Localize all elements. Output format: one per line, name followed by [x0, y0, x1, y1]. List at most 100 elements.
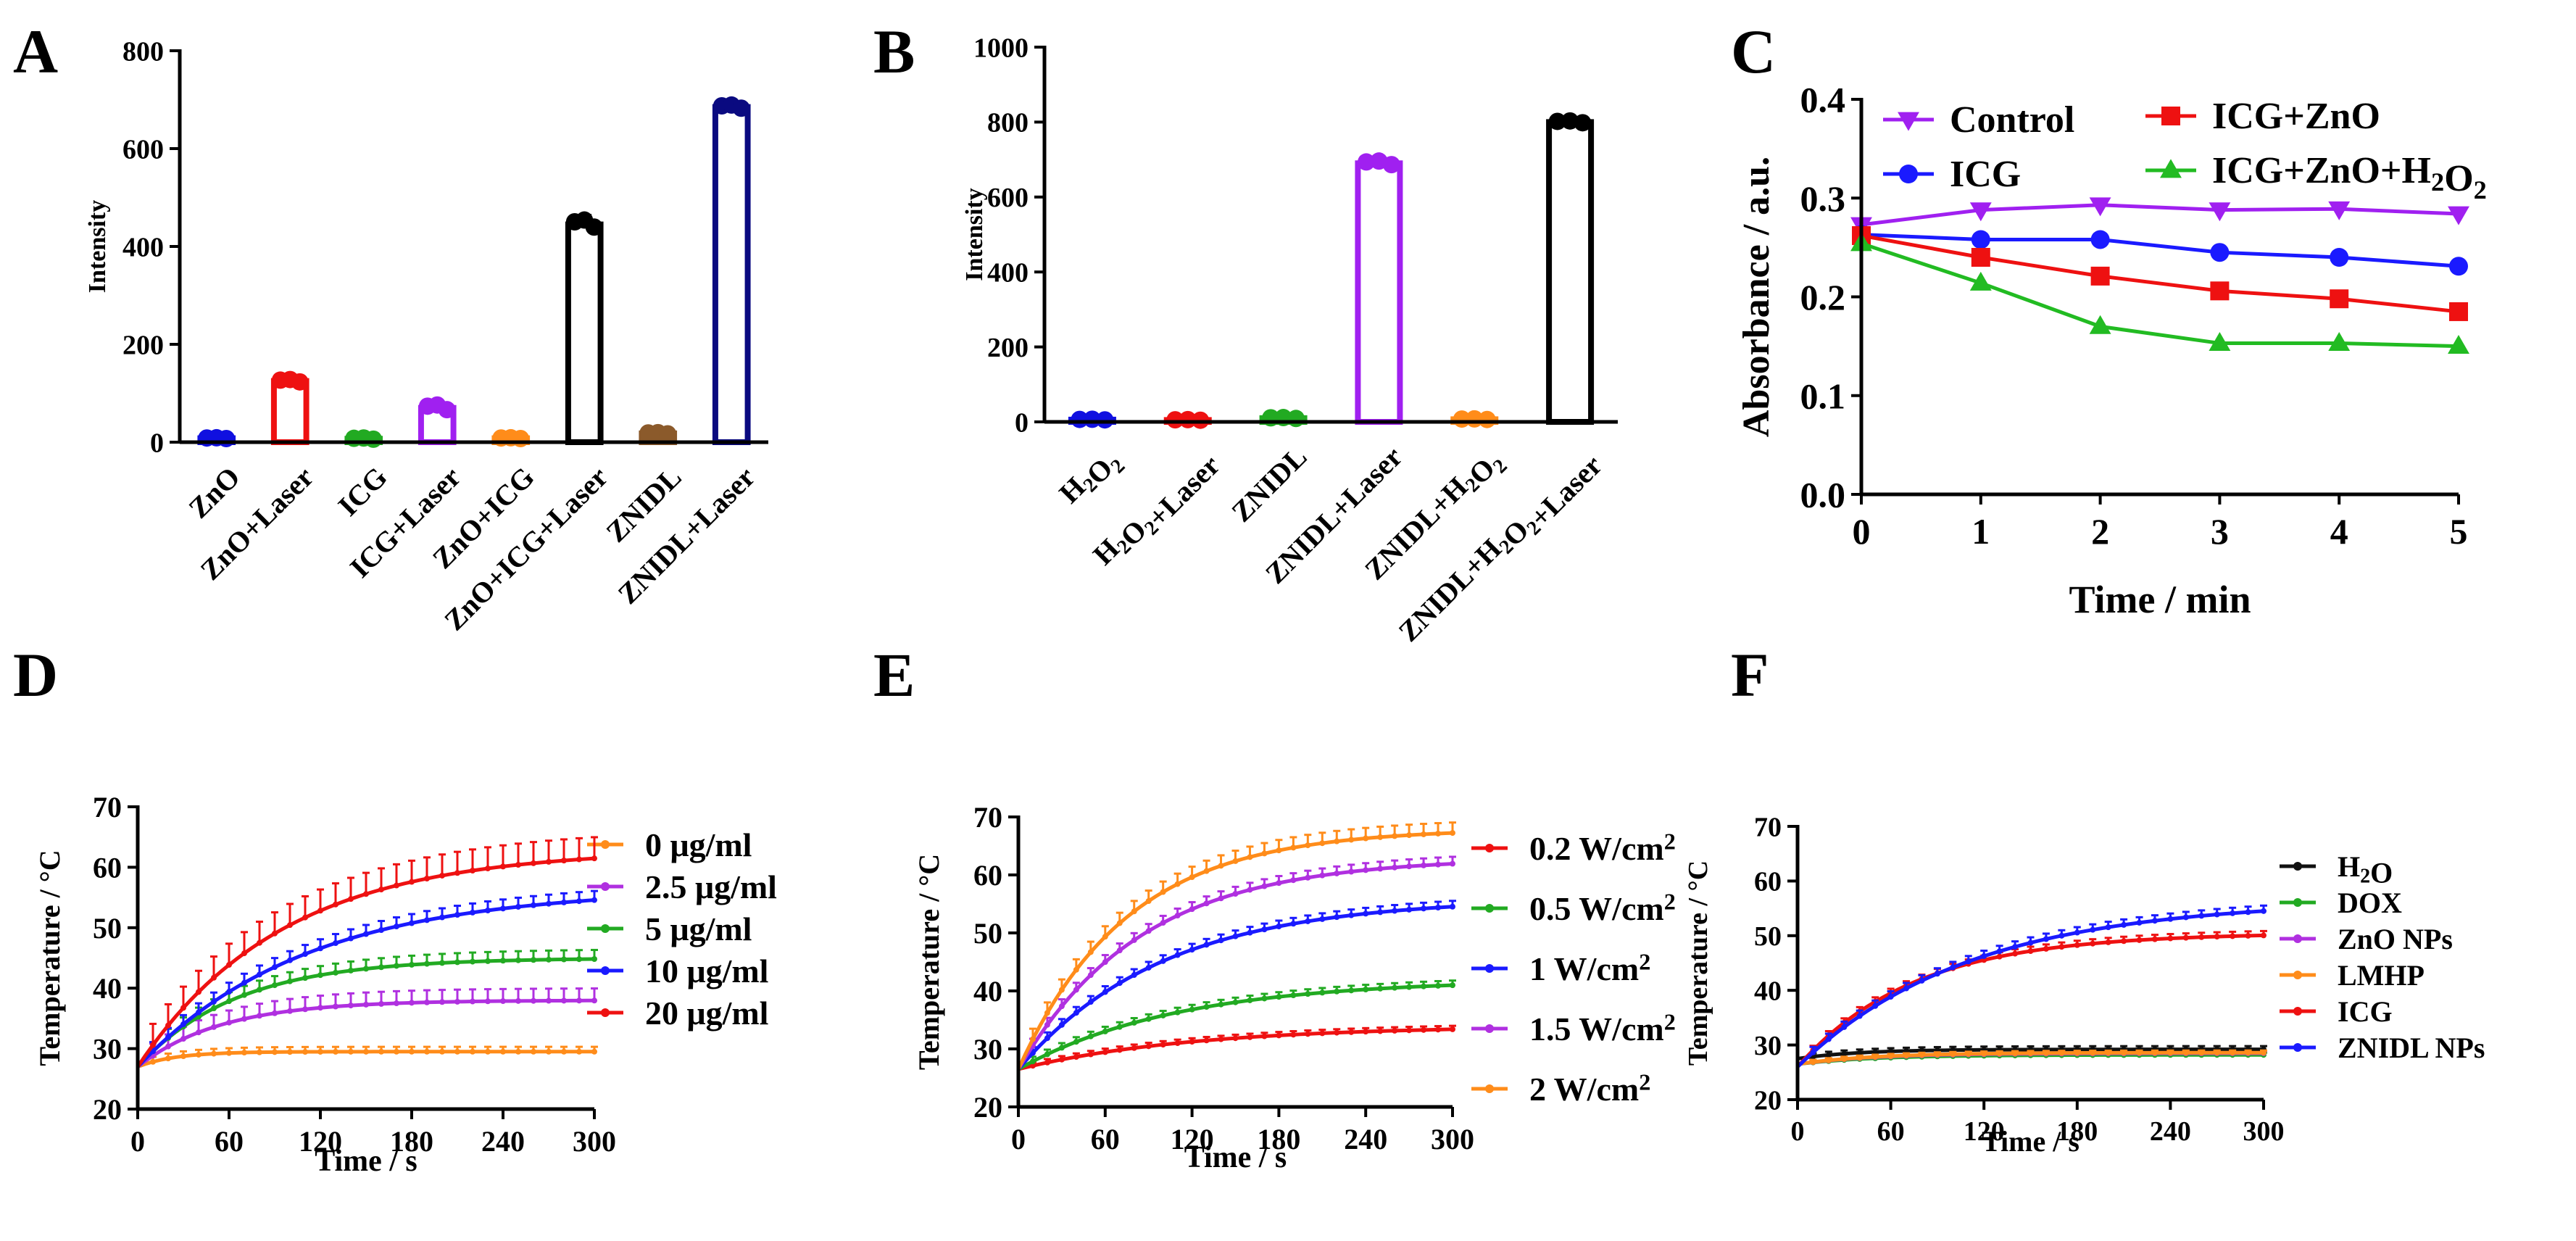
e-point-1-5-w-cm2: [1044, 1021, 1050, 1028]
e-point-0-2-w-cm2: [1421, 1026, 1427, 1033]
d-point-5-g-ml: [591, 955, 597, 962]
e-point-2-w-cm2: [1044, 1010, 1050, 1016]
f-point-znidl-nps: [1887, 994, 1894, 1000]
d-point-0-g-ml: [531, 1048, 536, 1055]
f-point-lmhp: [2058, 1050, 2065, 1056]
c-point-icg: [2330, 248, 2349, 267]
e-point-0-5-w-cm2: [1276, 994, 1282, 1000]
f-point-lmhp: [1825, 1057, 1832, 1063]
f-ytick-label: 50: [1754, 921, 1782, 952]
d-point-20-g-ml: [348, 896, 354, 902]
b-bar-znidl-laser: [1355, 160, 1403, 426]
f-point-znidl-nps: [1919, 977, 1925, 984]
e-point-2-w-cm2: [1087, 949, 1094, 955]
d-point-5-g-ml: [424, 960, 430, 967]
b-y-title: Intensity: [961, 188, 988, 281]
e-point-2-w-cm2: [1116, 920, 1123, 926]
e-point-2-w-cm2: [1290, 844, 1297, 851]
d-point-2-5-g-ml: [241, 1016, 247, 1022]
a-point-znidl-laser: [732, 99, 750, 117]
e-point-0-2-w-cm2: [1203, 1037, 1210, 1044]
e-point-0-2-w-cm2: [1334, 1029, 1340, 1036]
d-point-0-g-ml: [165, 1055, 171, 1062]
e-ytick-label: 60: [973, 859, 1002, 892]
e-point-1-w-cm2: [1348, 912, 1355, 918]
e-point-2-w-cm2: [1319, 840, 1326, 847]
f-point-lmhp: [1965, 1050, 1972, 1057]
f-point-icg: [2167, 935, 2174, 942]
f-point-lmhp: [1841, 1055, 1848, 1062]
d-point-20-g-ml: [241, 950, 247, 957]
f-point-icg: [1996, 953, 2003, 960]
e-point-0-2-w-cm2: [1261, 1033, 1268, 1039]
e-xtick-label: 240: [1344, 1123, 1387, 1155]
f-point-icg: [2261, 932, 2267, 939]
f-point-icg: [2136, 937, 2143, 943]
c-x-title: Time / min: [2069, 578, 2251, 621]
f-point-lmhp: [1996, 1050, 2003, 1057]
e-point-1-w-cm2: [1102, 989, 1108, 995]
e-point-1-w-cm2: [1406, 906, 1413, 913]
d-point-10-g-ml: [211, 998, 217, 1005]
f-point-lmhp: [2261, 1050, 2267, 1056]
d-point-10-g-ml: [485, 907, 491, 913]
d-point-5-g-ml: [485, 958, 491, 964]
d-point-10-g-ml: [196, 1009, 201, 1016]
d-point-0-g-ml: [515, 1048, 521, 1055]
e-point-2-w-cm2: [1363, 835, 1369, 842]
d-point-0-g-ml: [287, 1049, 293, 1055]
e-point-1-w-cm2: [1044, 1035, 1050, 1042]
e-point-0-5-w-cm2: [1102, 1028, 1108, 1034]
f-point-lmhp: [2074, 1050, 2080, 1056]
f-point-lmhp: [2136, 1050, 2143, 1056]
b-point-znidl-h2o2-laser: [1548, 112, 1566, 130]
d-point-20-g-ml: [485, 866, 491, 872]
e-point-0-2-w-cm2: [1131, 1045, 1137, 1051]
e-point-0-5-w-cm2: [1189, 1006, 1195, 1013]
c-point-icg-zno-h2o2: [2089, 315, 2111, 334]
c-ytick-label: 0.0: [1800, 475, 1846, 515]
f-legend-marker-lmhp: [2293, 971, 2302, 979]
f-legend-marker-dox: [2293, 898, 2302, 907]
e-point-1-5-w-cm2: [1276, 880, 1282, 887]
d-point-0-g-ml: [302, 1049, 308, 1055]
f-point-znidl-nps: [1965, 958, 1972, 965]
d-legend-marker-0-g-ml: [601, 840, 610, 849]
d-point-0-g-ml: [180, 1053, 186, 1060]
e-point-0-5-w-cm2: [1145, 1016, 1152, 1022]
c-point-icg-zno-h2o2: [1969, 271, 1992, 291]
d-point-2-5-g-ml: [348, 1003, 354, 1009]
d-point-10-g-ml: [378, 927, 384, 934]
c-legend-marker-icg: [1899, 165, 1918, 183]
d-point-5-g-ml: [576, 956, 582, 963]
f-point-znidl-nps: [2230, 910, 2236, 916]
d-point-20-g-ml: [226, 962, 232, 968]
f-point-lmhp: [1981, 1050, 1987, 1057]
d-point-2-5-g-ml: [546, 997, 552, 1004]
e-point-0-2-w-cm2: [1290, 1032, 1297, 1038]
e-point-1-w-cm2: [1334, 914, 1340, 921]
d-point-5-g-ml: [470, 958, 475, 965]
d-point-5-g-ml: [531, 957, 536, 963]
f-point-icg: [2090, 940, 2096, 947]
d-point-20-g-ml: [272, 930, 278, 937]
b-point-h2o2: [1096, 411, 1114, 429]
e-point-1-5-w-cm2: [1421, 862, 1427, 868]
chart-b: 02004006008001000IntensityH2O2H2O2+Laser…: [961, 33, 1618, 648]
d-point-0-g-ml: [196, 1051, 201, 1058]
e-xtick-label: 120: [1171, 1123, 1214, 1155]
d-legend-label-2-5-g-ml: 2.5 μg/ml: [645, 868, 777, 905]
d-point-2-5-g-ml: [485, 998, 491, 1005]
e-point-2-w-cm2: [1029, 1036, 1036, 1042]
e-point-0-2-w-cm2: [1102, 1049, 1108, 1055]
d-point-10-g-ml: [439, 914, 445, 921]
chart-c: 0.0 0.1 0.2 0.3 0.4 0 1 2 3 4 5 Absorbance / a.u. Ti…: [1736, 80, 2487, 622]
e-point-1-5-w-cm2: [1334, 870, 1340, 876]
panel-letter-f: F: [1731, 640, 1769, 710]
chart-f: 20 30 40 50 60 70 0 60 120 180 240 300 Temperature /…: [1683, 812, 2485, 1158]
e-point-1-5-w-cm2: [1218, 895, 1224, 902]
d-point-20-g-ml: [561, 858, 567, 864]
f-legend-label-icg: ICG: [2338, 995, 2393, 1028]
e-point-0-5-w-cm2: [1348, 987, 1355, 994]
d-point-2-5-g-ml: [394, 1000, 399, 1007]
